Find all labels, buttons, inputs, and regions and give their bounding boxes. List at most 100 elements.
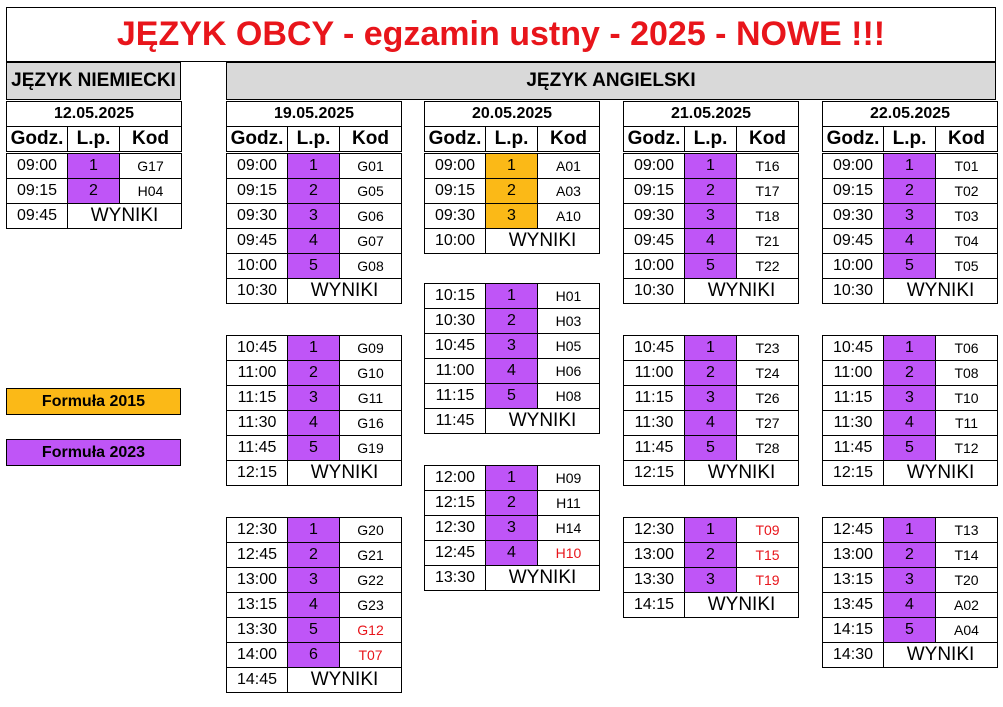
exam-block: 12:00 1 H09 12:15 2 H11 12:30 3 H14 12:45 4 H10 13:3… bbox=[424, 465, 600, 591]
lp-cell: 2 bbox=[485, 178, 538, 204]
table-row: 10:45 1 T23 bbox=[623, 335, 799, 361]
code-cell: T24 bbox=[736, 360, 799, 386]
code-cell: T05 bbox=[935, 253, 998, 279]
table-row: 09:30 3 A10 bbox=[424, 203, 600, 229]
legend-formula-2015: Formuła 2015 bbox=[6, 388, 181, 415]
lp-cell: 3 bbox=[883, 203, 936, 229]
lp-cell: 1 bbox=[883, 335, 936, 361]
day-header-21.05.2025: 21.05.2025 Godz. L.p. Kod bbox=[622, 101, 800, 152]
lp-cell: 1 bbox=[485, 283, 538, 309]
results-row: 10:30 WYNIKI bbox=[822, 278, 998, 304]
lp-cell: 3 bbox=[684, 567, 737, 593]
table-row: 11:45 5 G19 bbox=[226, 435, 402, 461]
table-row: 13:15 3 T20 bbox=[822, 567, 998, 593]
time-cell: 11:00 bbox=[226, 360, 288, 386]
time-cell: 09:15 bbox=[822, 178, 884, 204]
lp-cell: 4 bbox=[287, 228, 340, 254]
lp-cell: 5 bbox=[883, 253, 936, 279]
code-cell: G20 bbox=[339, 517, 402, 543]
table-row: 10:45 1 T06 bbox=[822, 335, 998, 361]
results-time-cell: 12:15 bbox=[623, 460, 685, 486]
lp-cell: 2 bbox=[684, 360, 737, 386]
results-time-cell: 12:15 bbox=[822, 460, 884, 486]
code-cell: G17 bbox=[119, 153, 182, 179]
table-row: 11:00 2 T08 bbox=[822, 360, 998, 386]
lp-cell: 2 bbox=[287, 178, 340, 204]
time-cell: 09:00 bbox=[424, 153, 486, 179]
code-cell: G11 bbox=[339, 385, 402, 411]
header-code: Kod bbox=[934, 126, 999, 152]
time-cell: 10:45 bbox=[226, 335, 288, 361]
results-row: 12:15 WYNIKI bbox=[226, 460, 402, 486]
table-row: 12:00 1 H09 bbox=[424, 465, 600, 491]
table-row: 09:30 3 T18 bbox=[623, 203, 799, 229]
code-cell: H06 bbox=[537, 358, 600, 384]
time-cell: 10:45 bbox=[623, 335, 685, 361]
header-lp: L.p. bbox=[883, 126, 936, 152]
code-cell: G10 bbox=[339, 360, 402, 386]
lp-cell: 1 bbox=[684, 153, 737, 179]
lp-cell: 3 bbox=[883, 385, 936, 411]
time-cell: 09:45 bbox=[226, 228, 288, 254]
time-cell: 09:30 bbox=[822, 203, 884, 229]
time-cell: 13:15 bbox=[226, 592, 288, 618]
table-row: 12:30 1 G20 bbox=[226, 517, 402, 543]
lp-cell: 1 bbox=[883, 153, 936, 179]
table-row: 09:00 1 T16 bbox=[623, 153, 799, 179]
time-cell: 14:15 bbox=[822, 617, 884, 643]
header-time: Godz. bbox=[6, 126, 68, 152]
lp-cell: 1 bbox=[287, 335, 340, 361]
lp-cell: 5 bbox=[684, 435, 737, 461]
results-row: 10:30 WYNIKI bbox=[623, 278, 799, 304]
date-cell: 19.05.2025 bbox=[225, 101, 403, 127]
lp-cell: 3 bbox=[485, 203, 538, 229]
results-label: WYNIKI bbox=[485, 408, 600, 434]
code-cell: A04 bbox=[935, 617, 998, 643]
time-cell: 10:15 bbox=[424, 283, 486, 309]
table-row: 12:45 2 G21 bbox=[226, 542, 402, 568]
lp-cell: 2 bbox=[67, 178, 120, 204]
code-cell: H05 bbox=[537, 333, 600, 359]
table-row: 09:45 4 G07 bbox=[226, 228, 402, 254]
time-cell: 13:30 bbox=[623, 567, 685, 593]
lp-cell: 4 bbox=[883, 228, 936, 254]
time-cell: 09:30 bbox=[623, 203, 685, 229]
lp-cell: 5 bbox=[287, 435, 340, 461]
table-row: 13:00 3 G22 bbox=[226, 567, 402, 593]
lp-cell: 4 bbox=[684, 228, 737, 254]
results-time-cell: 12:15 bbox=[226, 460, 288, 486]
legend-formula-2023: Formuła 2023 bbox=[6, 439, 181, 466]
results-label: WYNIKI bbox=[684, 460, 799, 486]
code-cell: T13 bbox=[935, 517, 998, 543]
time-cell: 12:00 bbox=[424, 465, 486, 491]
page-title: JĘZYK OBCY - egzamin ustny - 2025 - NOWE… bbox=[6, 7, 996, 62]
lp-cell: 1 bbox=[485, 465, 538, 491]
time-cell: 11:00 bbox=[424, 358, 486, 384]
code-cell: T28 bbox=[736, 435, 799, 461]
time-cell: 10:45 bbox=[424, 333, 486, 359]
time-cell: 11:15 bbox=[822, 385, 884, 411]
code-cell: G22 bbox=[339, 567, 402, 593]
results-time-cell: 09:45 bbox=[6, 203, 68, 229]
table-row: 09:00 1 A01 bbox=[424, 153, 600, 179]
time-cell: 10:30 bbox=[424, 308, 486, 334]
time-cell: 11:30 bbox=[822, 410, 884, 436]
code-cell: A01 bbox=[537, 153, 600, 179]
table-row: 09:00 1 G01 bbox=[226, 153, 402, 179]
header-time: Godz. bbox=[424, 126, 486, 152]
exam-block: 10:45 1 T23 11:00 2 T24 11:15 3 T26 11:30 4 T27 11:4… bbox=[623, 335, 799, 486]
results-time-cell: 14:30 bbox=[822, 642, 884, 668]
table-row: 11:30 4 T11 bbox=[822, 410, 998, 436]
table-row: 10:45 3 H05 bbox=[424, 333, 600, 359]
lp-cell: 1 bbox=[67, 153, 120, 179]
lp-cell: 3 bbox=[287, 203, 340, 229]
exam-block: 09:00 1 T16 09:15 2 T17 09:30 3 T18 09:45 4 T21 10:0… bbox=[623, 153, 799, 304]
lp-cell: 2 bbox=[883, 178, 936, 204]
lp-cell: 3 bbox=[684, 203, 737, 229]
time-cell: 09:00 bbox=[623, 153, 685, 179]
lp-cell: 1 bbox=[287, 517, 340, 543]
results-row: 10:00 WYNIKI bbox=[424, 228, 600, 254]
results-row: 14:30 WYNIKI bbox=[822, 642, 998, 668]
code-cell: T09 bbox=[736, 517, 799, 543]
time-cell: 09:15 bbox=[226, 178, 288, 204]
